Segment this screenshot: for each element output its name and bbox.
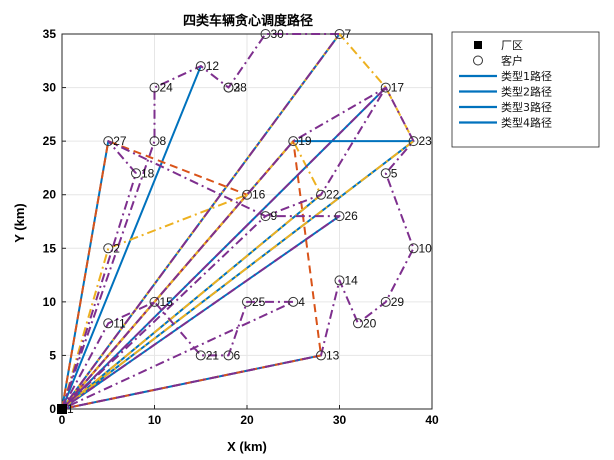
- route-line-type-3: [61, 33, 415, 410]
- customer-marker: [242, 189, 252, 200]
- customer-label: 23: [419, 134, 433, 148]
- customer-label: 9: [271, 209, 278, 223]
- legend-entry-label: 类型2路径: [501, 85, 552, 99]
- customer-label: 4: [298, 295, 305, 309]
- customer-marker: [149, 136, 160, 147]
- x-tick-label: 0: [59, 413, 66, 427]
- customer-labels: 1234567891011121314151617181920212223242…: [67, 27, 432, 416]
- x-axis-label: X (km): [227, 439, 267, 454]
- customer-marker: [288, 136, 299, 147]
- customer-label: 20: [363, 316, 377, 330]
- customer-marker: [288, 296, 299, 307]
- y-tick-label: 30: [43, 81, 57, 95]
- customer-marker: [380, 82, 391, 93]
- customer-label: 5: [391, 166, 398, 180]
- customer-label: 7: [345, 27, 352, 41]
- customer-marker: [380, 296, 391, 307]
- customer-label: 8: [160, 134, 167, 148]
- y-tick-label: 35: [43, 27, 57, 41]
- customer-label: 12: [206, 59, 220, 73]
- customer-label: 25: [252, 295, 266, 309]
- customer-label: 6: [234, 348, 241, 362]
- customer-label: 24: [160, 81, 174, 95]
- customer-label: 22: [326, 188, 340, 202]
- customer-label: 1: [67, 402, 74, 416]
- customer-label: 29: [391, 295, 405, 309]
- customer-marker: [334, 211, 345, 222]
- customer-marker: [103, 243, 114, 254]
- customer-marker: [334, 29, 345, 39]
- customer-label: 15: [160, 295, 174, 309]
- customer-marker: [316, 350, 326, 361]
- y-axis-label: Y (km): [12, 203, 27, 243]
- customer-label: 27: [113, 134, 127, 148]
- customer-marker: [103, 318, 114, 329]
- customer-marker: [380, 168, 391, 179]
- x-tick-label: 30: [333, 413, 347, 427]
- customer-label: 28: [234, 81, 248, 95]
- legend-entry-label: 类型4路径: [501, 116, 552, 130]
- customer-marker: [408, 243, 419, 254]
- y-tick-label: 5: [49, 348, 56, 362]
- customer-marker: [408, 136, 419, 147]
- customer-marker: [242, 296, 252, 307]
- customer-label: 18: [141, 166, 155, 180]
- customer-marker: [223, 350, 234, 361]
- customer-label: 10: [419, 241, 433, 255]
- legend-depot-swatch: [474, 41, 482, 49]
- depot-marker: [57, 404, 67, 414]
- customer-marker: [353, 318, 363, 329]
- customer-label: 30: [271, 27, 285, 41]
- customer-label: 14: [345, 273, 359, 287]
- customer-label: 16: [252, 188, 266, 202]
- customer-marker: [334, 275, 345, 286]
- customer-marker: [103, 136, 114, 147]
- customer-label: 21: [206, 348, 220, 362]
- customer-label: 26: [345, 209, 359, 223]
- y-tick-label: 25: [43, 134, 57, 148]
- y-tick-label: 0: [49, 402, 56, 416]
- customer-marker: [223, 82, 234, 93]
- customer-marker: [195, 61, 206, 72]
- y-tick-label: 20: [43, 188, 57, 202]
- customer-label: 13: [326, 348, 340, 362]
- customer-label: 3: [234, 81, 241, 95]
- legend-customer-swatch: [473, 55, 483, 66]
- chart-title: 四类车辆贪心调度路径: [183, 13, 313, 29]
- y-tick-label: 15: [43, 241, 57, 255]
- x-tick-label: 20: [240, 413, 254, 427]
- customer-marker: [260, 29, 271, 39]
- customer-label: 17: [391, 81, 405, 95]
- customer-marker: [316, 189, 326, 200]
- route-line-type-4: [61, 33, 415, 410]
- customer-marker: [260, 211, 271, 222]
- customer-marker: [149, 296, 160, 307]
- x-tick-label: 40: [425, 413, 439, 427]
- customer-marker: [149, 82, 160, 93]
- customer-marker: [131, 168, 141, 179]
- customer-label: 11: [113, 316, 126, 330]
- x-tick-label: 10: [148, 413, 162, 427]
- legend-entry-label: 客户: [501, 54, 523, 68]
- customer-label: 19: [298, 134, 312, 148]
- legend-entry-label: 类型1路径: [501, 69, 552, 83]
- customer-markers: [57, 29, 419, 414]
- legend-entry-label: 类型3路径: [501, 100, 552, 114]
- y-tick-label: 10: [43, 295, 57, 309]
- customer-label: 2: [113, 241, 120, 255]
- legend-entry-label: 厂区: [501, 39, 523, 52]
- legend-box: [451, 31, 600, 148]
- customer-marker: [195, 350, 206, 361]
